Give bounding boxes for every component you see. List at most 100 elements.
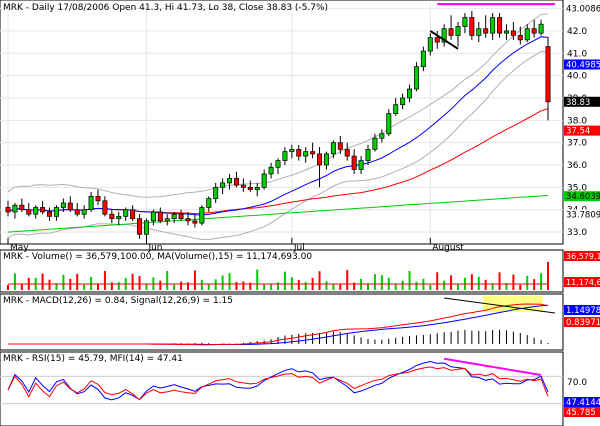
volume-bars bbox=[7, 262, 549, 290]
volume-bar bbox=[325, 281, 328, 290]
volume-bar bbox=[505, 283, 508, 290]
candle-up bbox=[171, 213, 177, 220]
volume-bar bbox=[297, 279, 300, 290]
volume-bar bbox=[484, 279, 487, 290]
candle-up bbox=[227, 178, 233, 184]
candle-down bbox=[192, 220, 198, 224]
candle-up bbox=[330, 142, 336, 155]
candle-up bbox=[150, 211, 156, 222]
candle-up bbox=[323, 153, 329, 166]
candle-down bbox=[40, 207, 46, 213]
candle-up bbox=[33, 207, 39, 215]
last-value-box bbox=[564, 305, 600, 315]
candle-down bbox=[157, 211, 163, 222]
trendline bbox=[429, 30, 459, 50]
candle-up bbox=[123, 209, 129, 217]
volume-bar bbox=[90, 276, 93, 290]
candle-up bbox=[261, 173, 267, 188]
date-tick-label: May bbox=[10, 243, 29, 253]
candle-down bbox=[109, 213, 115, 220]
date-tick-label: August bbox=[432, 243, 464, 253]
candle-up bbox=[413, 66, 419, 90]
candle-down bbox=[545, 46, 551, 103]
candle-down bbox=[185, 218, 191, 222]
volume-bar bbox=[415, 281, 418, 290]
candle-down bbox=[137, 218, 143, 235]
volume-bar bbox=[200, 279, 203, 290]
date-tick-label: Jul bbox=[293, 243, 305, 253]
candle-down bbox=[497, 17, 503, 34]
volume-panel-frame bbox=[0, 249, 564, 293]
volume-bar bbox=[20, 284, 23, 290]
last-value-label: 40.4985 bbox=[566, 60, 600, 70]
volume-bar bbox=[408, 270, 411, 290]
macd-line bbox=[8, 303, 549, 346]
candle-up bbox=[455, 26, 461, 36]
last-value-box bbox=[564, 96, 600, 107]
volume-bar bbox=[138, 276, 141, 290]
candle-up bbox=[462, 17, 468, 27]
candle-up bbox=[282, 151, 288, 161]
candle-up bbox=[81, 209, 87, 215]
volume-bar bbox=[519, 284, 522, 290]
volume-bar bbox=[235, 281, 238, 290]
volume-bar bbox=[221, 275, 224, 290]
lower-band-line bbox=[7, 50, 549, 241]
candle-down bbox=[95, 195, 101, 202]
volume-bar bbox=[76, 273, 79, 290]
last-value-box bbox=[564, 209, 600, 220]
volume-bar bbox=[283, 271, 286, 290]
candle-down bbox=[26, 209, 32, 215]
candle-up bbox=[503, 30, 509, 34]
macd-label: MRK - MACD(12,26) = 0.84, Signal(12,26,9… bbox=[3, 296, 233, 306]
candle-down bbox=[310, 151, 316, 155]
candle-down bbox=[531, 28, 537, 34]
last-value-label: 11,174,6 bbox=[566, 278, 600, 287]
volume-bar bbox=[394, 284, 397, 290]
price-tick-label: 37.0 bbox=[567, 139, 587, 149]
candle-up bbox=[12, 204, 18, 213]
last-value-label: 33.7809 bbox=[566, 211, 600, 221]
candle-up bbox=[88, 195, 94, 211]
volume-bar bbox=[13, 273, 16, 290]
last-value-box bbox=[564, 59, 600, 70]
candle-up bbox=[524, 28, 530, 41]
last-value-box bbox=[564, 251, 600, 261]
candle-down bbox=[47, 211, 53, 217]
volume-bar bbox=[318, 271, 321, 290]
candle-up bbox=[372, 137, 378, 150]
volume-bar bbox=[110, 282, 113, 290]
volume-bar bbox=[491, 283, 494, 290]
last-value-label: 36,579,1 bbox=[566, 252, 600, 261]
candle-up bbox=[441, 28, 447, 43]
mfi-line bbox=[7, 360, 549, 401]
candle-up bbox=[393, 104, 399, 114]
volume-bar bbox=[242, 281, 245, 290]
price-last-values: 43.0086 40.4985 38.83 37.54 34.6039 33.7809 bbox=[564, 3, 600, 221]
volume-bar bbox=[277, 282, 279, 290]
price-tick-label: 35.0 bbox=[567, 183, 587, 193]
candle-down bbox=[240, 184, 246, 188]
candle-down bbox=[344, 149, 350, 157]
volume-bar bbox=[270, 283, 273, 290]
last-value-label: 37.54 bbox=[566, 127, 590, 137]
volume-bar bbox=[367, 283, 369, 290]
volume-bar bbox=[380, 275, 383, 290]
volume-bar bbox=[173, 284, 176, 290]
volume-bar bbox=[332, 283, 335, 290]
volume-bar bbox=[207, 283, 210, 290]
volume-bar bbox=[512, 274, 515, 290]
rsi-70-tick: 70.0 bbox=[567, 378, 587, 388]
candle-down bbox=[510, 30, 516, 36]
chart-title: MRK - Daily 17/08/2006 Open 41.3, Hi 41.… bbox=[3, 3, 328, 13]
volume-bar bbox=[97, 283, 99, 290]
volume-bar bbox=[263, 284, 266, 290]
volume-bar bbox=[7, 284, 9, 290]
candle-up bbox=[427, 37, 433, 52]
price-tick-label: 42.0 bbox=[567, 27, 587, 37]
candle-down bbox=[351, 155, 357, 170]
last-value-label: 1.14978 bbox=[566, 306, 600, 316]
candle-down bbox=[337, 142, 343, 150]
